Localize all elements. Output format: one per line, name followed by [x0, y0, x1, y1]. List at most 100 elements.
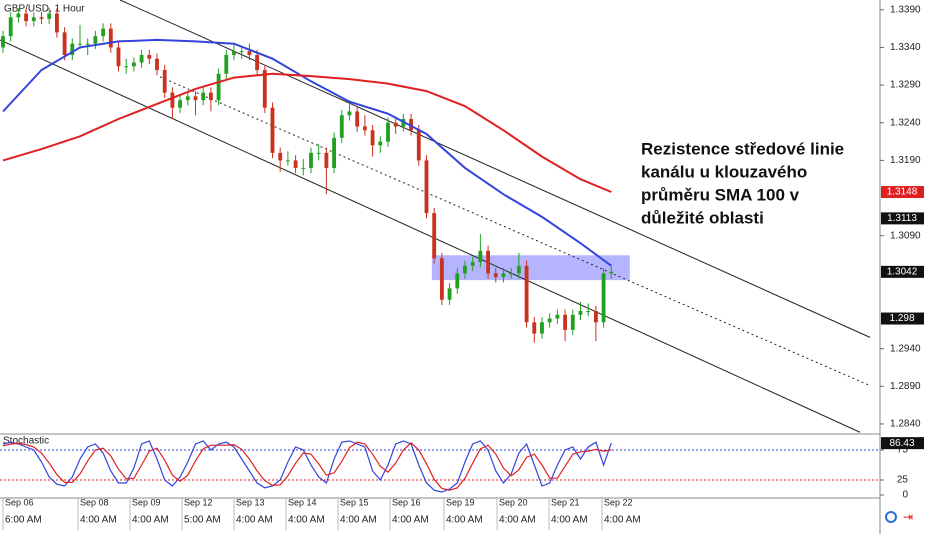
- x-tick-label: Sep 19: [446, 497, 475, 507]
- x-tick-sublabel: 4:00 AM: [288, 515, 325, 526]
- channel-line: [159, 76, 871, 387]
- candle-body: [93, 36, 98, 44]
- price-label-box: [881, 312, 924, 325]
- moving-average: [2, 72, 612, 193]
- annotation: průměru SMA 100 v: [641, 185, 800, 204]
- candle-body: [547, 318, 552, 323]
- candle-body: [247, 51, 252, 55]
- candle-body: [85, 43, 90, 45]
- candle-body: [301, 167, 306, 169]
- layer: [431, 255, 630, 281]
- x-tick-sublabel: 4:00 AM: [80, 515, 117, 526]
- candle-body: [131, 62, 136, 67]
- y-tick-label: 1.2840: [890, 419, 921, 430]
- x-tick-label: Sep 16: [392, 497, 421, 507]
- x-tick-label: Sep 21: [551, 497, 580, 507]
- annotation: kanálu u klouzavého: [641, 162, 807, 181]
- candle-body: [386, 122, 390, 142]
- candle-body: [232, 51, 236, 55]
- candle-body: [578, 311, 583, 315]
- candle-body: [101, 28, 106, 37]
- candle-body: [339, 115, 344, 138]
- candle-body: [116, 47, 121, 67]
- candle-body: [155, 58, 159, 71]
- candle-body: [524, 265, 529, 323]
- y-tick-label: 1.3290: [890, 80, 921, 91]
- y-tick-label: 1.2940: [890, 343, 921, 354]
- candle-body: [270, 107, 275, 153]
- indicator-value-label: 86.43: [889, 438, 914, 449]
- candle-body: [432, 213, 437, 259]
- x-tick-label: Sep 22: [604, 497, 633, 507]
- x-tick-sublabel: 4:00 AM: [499, 515, 536, 526]
- candle-body: [586, 311, 591, 313]
- y-tick-label: 1.2890: [890, 381, 921, 392]
- candle-body: [470, 262, 475, 266]
- channel-line: [0, 39, 861, 433]
- candle-body: [601, 273, 606, 323]
- icon[interactable]: ⇥: [903, 510, 913, 524]
- candle-body: [8, 17, 13, 37]
- candle-body: [193, 96, 198, 101]
- candle-body: [362, 126, 367, 131]
- price-label-box: [881, 265, 924, 278]
- y-tick-label: 1.3340: [890, 42, 921, 53]
- y-tick-label: 1.3390: [890, 4, 921, 15]
- candle-body: [47, 13, 52, 19]
- candle-body: [463, 265, 467, 274]
- candle-body: [285, 160, 290, 162]
- candle-body: [493, 273, 498, 278]
- price-label: 1.3148: [887, 187, 918, 198]
- candle-body: [332, 137, 337, 168]
- x-tick-label: Sep 15: [340, 497, 369, 507]
- candle-body: [447, 288, 452, 300]
- indicator-line: [2, 441, 612, 491]
- chart-title: GBP/USD, 1 Hour: [4, 4, 85, 15]
- x-tick-sublabel: 4:00 AM: [551, 515, 588, 526]
- candle-body: [1, 36, 5, 48]
- moving-average: [2, 38, 612, 267]
- candle-body: [124, 66, 129, 68]
- candle-body: [147, 54, 152, 59]
- x-tick-label: Sep 20: [499, 497, 528, 507]
- candle-body: [609, 271, 614, 274]
- y-tick-label: 1.3240: [890, 117, 921, 128]
- candle-body: [278, 152, 283, 161]
- price-label-box: [881, 186, 924, 199]
- candle-body: [593, 311, 598, 323]
- candle-body: [570, 314, 575, 330]
- candle-body: [262, 70, 267, 108]
- candle-body: [309, 152, 313, 168]
- candle-body: [201, 92, 206, 101]
- x-tick-label: Sep 14: [288, 497, 317, 507]
- candle-body: [139, 54, 144, 63]
- annotation: důležité oblasti: [641, 208, 764, 227]
- x-tick-label: Sep 08: [80, 497, 109, 507]
- candle-body: [208, 92, 213, 101]
- candle-body: [39, 17, 44, 19]
- candle-body: [324, 152, 329, 168]
- indicator-tick-label: 75: [897, 445, 909, 456]
- candle-body: [162, 70, 167, 93]
- candle-body: [108, 28, 113, 48]
- y-tick-label: 1.3090: [890, 230, 921, 241]
- x-tick-sublabel: 4:00 AM: [446, 515, 483, 526]
- candle-body: [216, 73, 221, 101]
- candle-body: [416, 130, 421, 161]
- candle-body: [170, 92, 175, 108]
- candle-body: [70, 43, 75, 55]
- candle-body: [78, 43, 82, 45]
- candle-body: [378, 141, 383, 146]
- x-tick-label: Sep 13: [236, 497, 265, 507]
- candle-body: [439, 258, 444, 300]
- candle-body: [224, 54, 229, 74]
- candle-body: [555, 314, 560, 319]
- candle-body: [16, 13, 21, 18]
- icon[interactable]: [885, 511, 897, 523]
- candle-body: [54, 13, 59, 33]
- price-label: 1.3113: [887, 213, 917, 224]
- x-tick-sublabel: 4:00 AM: [132, 515, 169, 526]
- candle-body: [239, 51, 244, 53]
- candle-body: [393, 122, 398, 127]
- x-tick-sublabel: 5:00 AM: [184, 515, 221, 526]
